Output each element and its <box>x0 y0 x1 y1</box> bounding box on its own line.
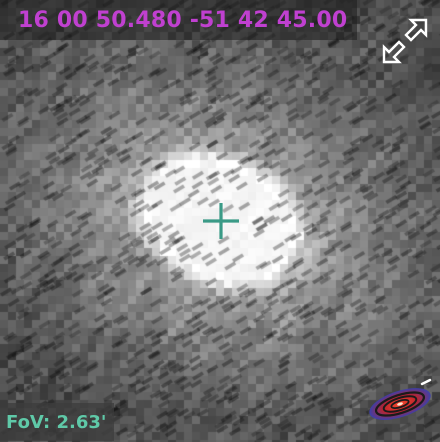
target-coordinates: 16 00 50.480 -51 42 45.00 <box>0 0 358 40</box>
fullscreen-button[interactable] <box>378 14 432 68</box>
expand-arrows-icon <box>382 18 428 64</box>
field-of-view-label: FoV: 2.63' <box>0 403 115 441</box>
spiral-galaxy-logo-icon[interactable] <box>364 378 436 426</box>
